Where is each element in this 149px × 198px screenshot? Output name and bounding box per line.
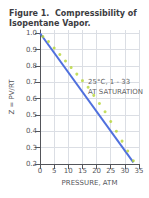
- svg-text:1.0: 1.0: [26, 29, 37, 37]
- svg-text:Isopentane Vapor.: Isopentane Vapor.: [9, 19, 90, 28]
- svg-text:0.3: 0.3: [26, 144, 37, 152]
- svg-text:0.8: 0.8: [26, 62, 37, 70]
- svg-text:15: 15: [78, 167, 87, 175]
- svg-text:AT SATURATION: AT SATURATION: [88, 88, 143, 96]
- svg-text:0.9: 0.9: [26, 46, 37, 54]
- svg-text:PRESSURE, ATM: PRESSURE, ATM: [62, 179, 118, 187]
- svg-text:25: 25: [106, 167, 115, 175]
- svg-text:0: 0: [38, 167, 42, 175]
- svg-text:30: 30: [120, 167, 129, 175]
- svg-text:Figure 1. Compressibility of: Figure 1. Compressibility of: [9, 9, 140, 18]
- svg-text:0.6: 0.6: [26, 95, 38, 103]
- svg-text:0.4: 0.4: [26, 127, 38, 135]
- svg-text:0.5: 0.5: [26, 111, 37, 119]
- svg-text:35: 35: [135, 167, 144, 175]
- svg-text:10: 10: [64, 167, 73, 175]
- svg-text:0.7: 0.7: [26, 78, 37, 86]
- svg-text:5: 5: [52, 167, 56, 175]
- svg-text:0.2: 0.2: [26, 160, 37, 168]
- svg-text:20: 20: [92, 167, 101, 175]
- svg-text:Z = PV/RT: Z = PV/RT: [8, 79, 16, 115]
- svg-text:25°C, 1 - 33: 25°C, 1 - 33: [88, 78, 130, 86]
